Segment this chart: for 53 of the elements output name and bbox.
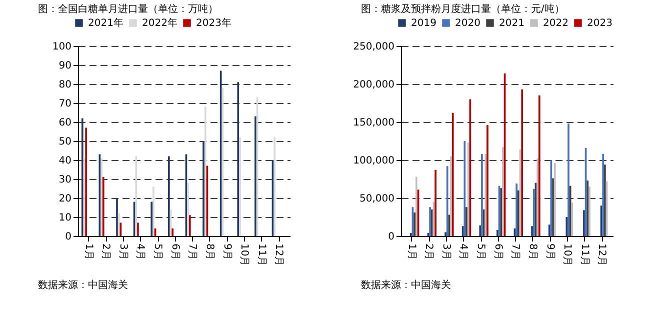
x-tick-label: 4月 bbox=[458, 244, 469, 260]
y-tick-label: 250,000 bbox=[353, 42, 394, 52]
y-tick-label: 90 bbox=[58, 60, 72, 72]
x-tick-label: 6月 bbox=[169, 244, 180, 260]
y-tick-label: 200,000 bbox=[353, 80, 394, 90]
x-tick-label: 11月 bbox=[578, 244, 590, 266]
y-tick-label: 0 bbox=[65, 232, 72, 242]
x-tick-label: 3月 bbox=[440, 244, 452, 260]
chart-title: 图：糖浆及预拌粉月度进口量（单位：元/吨） bbox=[361, 3, 564, 15]
y-tick-label: 150,000 bbox=[353, 118, 394, 128]
legend-label: 2022年 bbox=[142, 17, 178, 29]
y-tick-label: 40 bbox=[58, 156, 72, 166]
legend-label: 2023年 bbox=[196, 17, 232, 29]
source-note: 数据来源：中国海关 bbox=[38, 279, 128, 291]
x-tick-label: 6月 bbox=[492, 244, 504, 260]
y-tick-label: 0 bbox=[388, 232, 394, 242]
x-tick-label: 5月 bbox=[152, 244, 164, 260]
x-tick-label: 7月 bbox=[510, 244, 521, 260]
x-tick-label: 3月 bbox=[117, 244, 128, 260]
x-tick-label: 2月 bbox=[423, 244, 434, 260]
y-tick-label: 100 bbox=[52, 42, 72, 52]
y-tick-label: 10 bbox=[58, 212, 72, 224]
x-tick-label: 2月 bbox=[100, 244, 112, 260]
y-tick-label: 70 bbox=[58, 98, 72, 110]
x-tick-label: 8月 bbox=[204, 244, 215, 260]
x-tick-label: 12月 bbox=[596, 244, 608, 266]
chart-title: 图：全国白糖单月进口量（单位：万吨） bbox=[38, 3, 218, 15]
y-tick-label: 50 bbox=[58, 136, 72, 148]
y-tick-label: 60 bbox=[58, 118, 72, 128]
x-tick-label: 11月 bbox=[256, 244, 267, 266]
y-tick-label: 50,000 bbox=[360, 194, 394, 204]
legend-label: 2019 bbox=[411, 18, 436, 29]
y-tick-label: 20 bbox=[58, 194, 72, 204]
x-tick-label: 10月 bbox=[238, 244, 250, 266]
y-tick-label: 100,000 bbox=[353, 156, 394, 166]
legend-label: 2023 bbox=[587, 18, 612, 29]
legend-label: 2021年 bbox=[88, 17, 124, 29]
x-tick-label: 7月 bbox=[186, 244, 198, 260]
legend-label: 2021 bbox=[499, 18, 524, 29]
x-tick-label: 12月 bbox=[273, 244, 284, 266]
source-note: 数据来源：中国海关 bbox=[361, 279, 451, 291]
x-tick-label: 8月 bbox=[526, 244, 538, 260]
y-tick-label: 80 bbox=[58, 80, 72, 90]
x-tick-label: 9月 bbox=[221, 244, 232, 260]
x-tick-label: 1月 bbox=[406, 244, 417, 260]
x-tick-label: 5月 bbox=[475, 244, 486, 260]
legend-label: 2020 bbox=[455, 18, 480, 29]
legend-label: 2022 bbox=[543, 18, 568, 29]
x-tick-label: 1月 bbox=[82, 244, 94, 260]
x-tick-label: 10月 bbox=[562, 244, 573, 266]
y-tick-label: 30 bbox=[58, 174, 72, 186]
x-tick-label: 9月 bbox=[544, 244, 556, 260]
x-tick-label: 4月 bbox=[134, 244, 146, 260]
